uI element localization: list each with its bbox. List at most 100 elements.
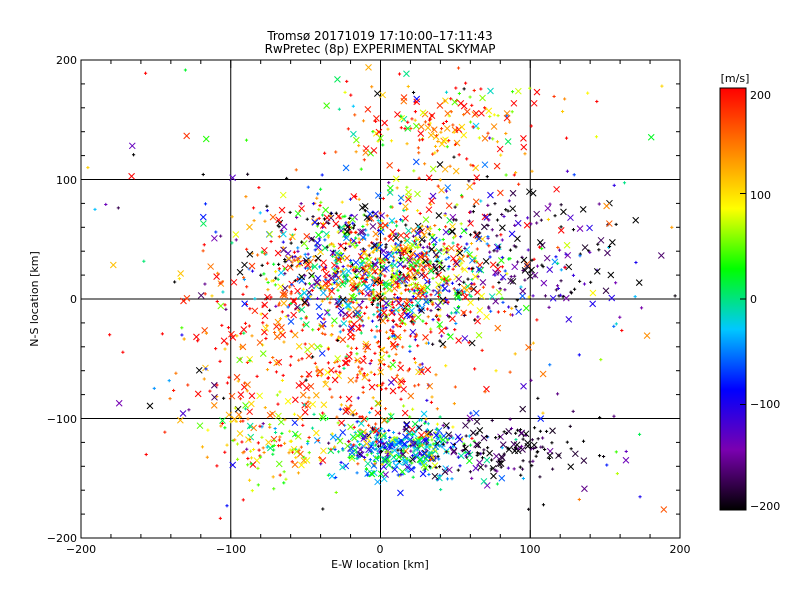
y-axis-label: N-S location [km] xyxy=(28,251,41,347)
data-point-x xyxy=(294,287,301,295)
data-point-plus xyxy=(556,245,560,250)
data-point-plus xyxy=(325,220,329,224)
data-point-x xyxy=(443,275,450,283)
data-point-x xyxy=(301,289,308,297)
data-point-plus xyxy=(614,222,618,227)
data-point-x xyxy=(177,270,185,277)
data-point-plus xyxy=(397,431,401,435)
data-point-x xyxy=(275,412,282,420)
data-point-plus xyxy=(435,259,439,264)
data-point-plus xyxy=(402,208,406,213)
data-point-x xyxy=(576,225,584,233)
data-point-plus xyxy=(336,230,340,234)
data-point-plus xyxy=(548,363,552,367)
data-point-x xyxy=(195,366,203,374)
data-point-x xyxy=(432,431,440,439)
data-point-x xyxy=(455,275,463,283)
data-point-plus xyxy=(485,242,489,246)
data-point-plus xyxy=(380,427,384,431)
data-point-plus xyxy=(496,246,500,250)
data-point-plus xyxy=(479,87,483,91)
data-point-plus xyxy=(265,208,269,213)
data-point-x xyxy=(274,249,282,257)
data-point-x xyxy=(479,94,486,102)
data-point-plus xyxy=(416,225,420,229)
data-point-x xyxy=(461,266,469,273)
data-point-plus xyxy=(401,345,405,349)
data-point-plus xyxy=(427,118,432,122)
data-point-x xyxy=(301,408,309,416)
data-point-plus xyxy=(206,428,210,432)
data-point-plus xyxy=(451,267,455,271)
data-point-plus xyxy=(498,245,502,249)
data-point-plus xyxy=(559,279,563,283)
data-point-plus xyxy=(416,146,421,150)
data-point-x xyxy=(211,234,218,242)
data-point-x xyxy=(400,247,408,255)
data-point-plus xyxy=(317,208,321,212)
data-point-plus xyxy=(530,258,534,262)
data-point-plus xyxy=(367,378,371,382)
data-point-x xyxy=(358,261,365,268)
data-point-x xyxy=(323,270,330,278)
data-point-plus xyxy=(413,276,417,280)
data-point-plus xyxy=(427,453,431,457)
data-point-x xyxy=(412,158,420,166)
data-point-x xyxy=(115,399,123,407)
data-point-x xyxy=(240,383,248,391)
data-point-x xyxy=(366,210,374,218)
data-point-plus xyxy=(262,450,266,455)
data-point-plus xyxy=(457,153,461,157)
data-point-plus xyxy=(539,218,543,222)
data-point-x xyxy=(304,261,312,269)
data-point-plus xyxy=(428,457,433,462)
data-point-plus xyxy=(473,367,477,371)
data-point-plus xyxy=(448,445,453,450)
data-point-plus xyxy=(337,364,341,368)
data-point-plus xyxy=(447,315,451,319)
data-point-plus xyxy=(398,296,403,301)
data-point-plus xyxy=(387,364,391,368)
data-point-x xyxy=(128,172,135,180)
data-point-plus xyxy=(532,426,537,430)
data-point-plus xyxy=(322,217,327,221)
data-point-plus xyxy=(472,181,476,185)
data-point-x xyxy=(485,107,493,115)
data-point-plus xyxy=(467,451,471,455)
data-point-x xyxy=(183,132,191,140)
data-point-x xyxy=(496,145,504,153)
data-point-plus xyxy=(475,247,479,251)
data-point-x xyxy=(374,192,382,199)
data-point-plus xyxy=(409,126,413,131)
data-point-plus xyxy=(379,280,384,285)
data-point-plus xyxy=(463,246,467,251)
data-point-plus xyxy=(381,304,385,308)
data-point-x xyxy=(422,334,429,341)
data-point-plus xyxy=(483,390,487,394)
data-point-plus xyxy=(487,305,491,309)
data-point-plus xyxy=(407,303,412,307)
data-point-plus xyxy=(418,462,422,466)
data-point-plus xyxy=(408,344,412,348)
data-point-plus xyxy=(405,207,409,212)
data-point-plus xyxy=(243,407,248,411)
data-point-plus xyxy=(397,308,401,312)
data-point-plus xyxy=(398,250,402,255)
data-point-plus xyxy=(246,417,250,421)
data-point-x xyxy=(432,265,440,273)
data-point-x xyxy=(660,506,668,513)
data-point-plus xyxy=(430,395,434,399)
data-point-plus xyxy=(183,68,188,72)
data-point-plus xyxy=(345,79,349,84)
data-point-x xyxy=(425,174,433,182)
data-point-plus xyxy=(281,373,285,378)
data-point-x xyxy=(318,350,326,357)
data-point-plus xyxy=(435,407,439,411)
data-point-plus xyxy=(370,302,375,306)
data-point-plus xyxy=(429,261,433,265)
data-point-plus xyxy=(450,281,455,285)
data-point-x xyxy=(397,364,405,372)
data-point-x xyxy=(526,188,533,196)
data-point-x xyxy=(305,352,313,360)
data-point-plus xyxy=(361,299,365,304)
